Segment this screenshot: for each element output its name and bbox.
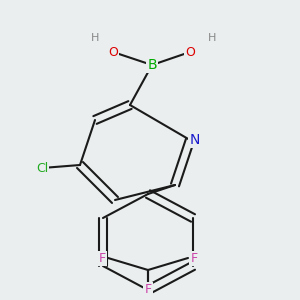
Text: O: O <box>185 46 195 59</box>
Text: F: F <box>98 251 106 265</box>
Text: O: O <box>108 46 118 59</box>
Text: H: H <box>91 33 99 43</box>
Text: F: F <box>144 283 152 296</box>
Text: H: H <box>208 33 216 43</box>
Text: B: B <box>147 58 157 72</box>
Text: F: F <box>190 251 198 265</box>
Text: N: N <box>189 133 200 147</box>
Text: Cl: Cl <box>36 161 48 175</box>
